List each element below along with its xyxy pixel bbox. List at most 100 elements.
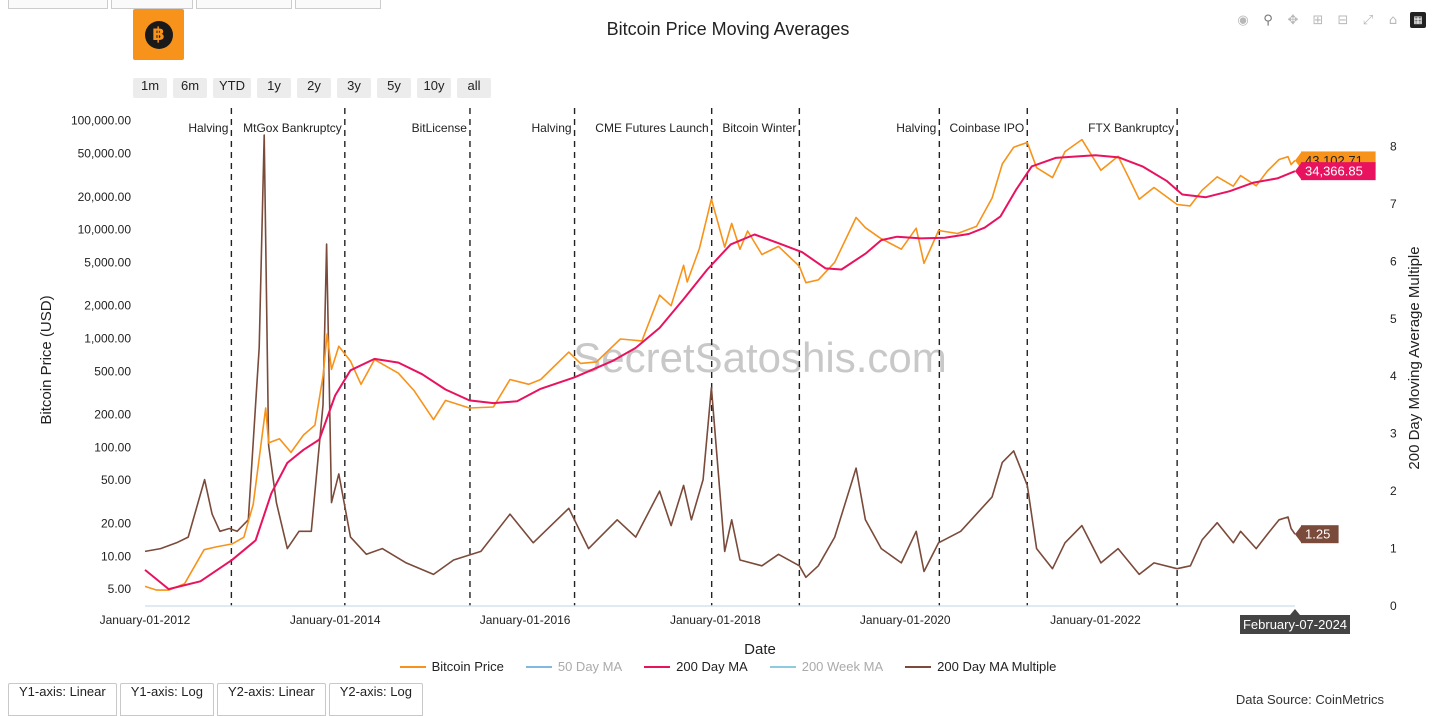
value-label-pointer bbox=[1295, 152, 1301, 169]
top-tab-stub bbox=[196, 0, 292, 9]
value-label-text: 1.25 bbox=[1305, 527, 1330, 542]
autoscale-icon[interactable]: ⤢ bbox=[1362, 12, 1374, 28]
event-label: Coinbase IPO bbox=[950, 121, 1025, 135]
x-tick-label: January-01-2016 bbox=[480, 613, 571, 627]
y1-tick-label: 1,000.00 bbox=[84, 331, 131, 345]
range-button-1m[interactable]: 1m bbox=[133, 78, 167, 98]
legend-label: 200 Day MA Multiple bbox=[937, 659, 1057, 674]
legend-item-50-day-ma[interactable]: 50 Day MA bbox=[525, 659, 623, 674]
pan-icon[interactable]: ✥ bbox=[1287, 12, 1299, 28]
event-label: BitLicense bbox=[412, 121, 468, 135]
range-button-all[interactable]: all bbox=[457, 78, 491, 98]
range-button-1y[interactable]: 1y bbox=[257, 78, 291, 98]
zoom-out-icon[interactable]: ⊟ bbox=[1337, 12, 1349, 28]
range-button-10y[interactable]: 10y bbox=[417, 78, 451, 98]
legend-item-bitcoin-price[interactable]: Bitcoin Price bbox=[399, 659, 504, 674]
modebar: ◉ ⚲ ✥ ⊞ ⊟ ⤢ ⌂ ▦ bbox=[1235, 12, 1426, 28]
range-button-2y[interactable]: 2y bbox=[297, 78, 331, 98]
legend-label: Bitcoin Price bbox=[431, 659, 504, 674]
axis-tab-2[interactable]: Y2-axis: Linear bbox=[216, 683, 326, 716]
bitcoin-face-icon: ฿ bbox=[144, 20, 173, 49]
y2-tick-label: 7 bbox=[1390, 197, 1397, 211]
y1-tick-label: 2,000.00 bbox=[84, 299, 131, 313]
y1-tick-label: 10.00 bbox=[101, 549, 131, 563]
series-lines bbox=[144, 134, 1296, 607]
event-label: FTX Bankruptcy bbox=[1088, 121, 1174, 135]
plotly-logo-icon[interactable]: ▦ bbox=[1410, 12, 1426, 28]
value-label-box bbox=[1301, 525, 1339, 544]
legend-label: 200 Week MA bbox=[801, 659, 884, 674]
axis-tab-1[interactable]: Y1-axis: Log bbox=[119, 683, 214, 716]
legend-swatch bbox=[769, 665, 796, 668]
y1-tick-label: 5,000.00 bbox=[84, 255, 131, 269]
y2-tick-label: 1 bbox=[1390, 542, 1397, 556]
x-tick-label: January-01-2018 bbox=[670, 613, 761, 627]
y1-tick-label: 200.00 bbox=[94, 408, 131, 422]
event-label: CME Futures Launch bbox=[595, 121, 708, 135]
top-tab-stub bbox=[8, 0, 108, 9]
legend-item-200-day-ma[interactable]: 200 Day MA bbox=[644, 659, 748, 674]
value-label-text: 34,366.85 bbox=[1305, 164, 1363, 179]
watermark: SecretSatoshis.com bbox=[573, 334, 947, 381]
data-source-text: Data Source: CoinMetrics bbox=[1235, 692, 1384, 707]
y1-tick-label: 5.00 bbox=[108, 582, 132, 596]
x-tick-label: January-01-2022 bbox=[1050, 613, 1141, 627]
legend-label: 200 Day MA bbox=[676, 659, 748, 674]
range-button-6m[interactable]: 6m bbox=[173, 78, 207, 98]
series-line-200-day-ma-multiple bbox=[144, 134, 1296, 579]
value-label-pointer bbox=[1295, 163, 1301, 180]
range-button-ytd[interactable]: YTD bbox=[213, 78, 251, 98]
y1-tick-label: 50,000.00 bbox=[78, 146, 132, 160]
event-label: Halving bbox=[532, 121, 572, 135]
legend-item-200-day-ma-multiple[interactable]: 200 Day MA Multiple bbox=[905, 659, 1056, 674]
top-tab-stub bbox=[111, 0, 193, 9]
y2-tick-label: 4 bbox=[1390, 369, 1397, 383]
value-label-pointer bbox=[1295, 526, 1301, 543]
axis-tab-3[interactable]: Y2-axis: Log bbox=[328, 683, 423, 716]
chart-title: Bitcoin Price Moving Averages bbox=[606, 19, 850, 39]
y1-tick-label: 100.00 bbox=[94, 440, 131, 454]
y2-axis-title: 200 Day Moving Average Multiple bbox=[1406, 246, 1423, 469]
hover-date-pointer bbox=[1290, 609, 1300, 615]
camera-icon[interactable]: ◉ bbox=[1237, 12, 1249, 28]
zoom-in-icon[interactable]: ⊞ bbox=[1312, 12, 1324, 28]
y1-axis-title: Bitcoin Price (USD) bbox=[38, 295, 55, 424]
legend-item-200-week-ma[interactable]: 200 Week MA bbox=[769, 659, 884, 674]
top-tab-stub bbox=[295, 0, 381, 9]
y2-tick-label: 3 bbox=[1390, 427, 1397, 441]
y2-axis-ticks: 0 1 2 3 4 5 6 7 8 bbox=[1390, 139, 1397, 613]
series-line-bitcoin-price bbox=[144, 138, 1296, 591]
value-label-box bbox=[1301, 162, 1376, 181]
legend: Bitcoin Price 50 Day MA 200 Day MA 200 Week… bbox=[0, 659, 1456, 674]
event-label: Halving bbox=[188, 121, 228, 135]
legend-swatch bbox=[644, 665, 671, 668]
range-button-3y[interactable]: 3y bbox=[337, 78, 371, 98]
range-selector: 1m 6m YTD 1y 2y 3y 5y 10y all bbox=[133, 78, 491, 98]
y2-tick-label: 2 bbox=[1390, 484, 1397, 498]
legend-swatch bbox=[399, 665, 426, 668]
legend-swatch bbox=[905, 665, 932, 668]
y1-tick-label: 500.00 bbox=[94, 364, 131, 378]
legend-label: 50 Day MA bbox=[557, 659, 623, 674]
y1-axis-ticks: 5.00 10.00 20.00 50.00 100.00 200.00 500.00 1,0… bbox=[71, 114, 131, 597]
hover-date-box bbox=[1240, 615, 1350, 634]
y2-tick-label: 8 bbox=[1390, 139, 1397, 153]
y1-tick-label: 20,000.00 bbox=[78, 190, 132, 204]
event-markers: Halving MtGox Bankruptcy BitLicense Halving… bbox=[188, 108, 1178, 606]
y1-tick-label: 100,000.00 bbox=[71, 114, 131, 128]
x-axis-ticks: January-01-2012 January-01-2014 January-01… bbox=[100, 613, 1141, 627]
y2-tick-label: 0 bbox=[1390, 599, 1397, 613]
event-label: Bitcoin Winter bbox=[722, 121, 796, 135]
x-tick-label: January-01-2014 bbox=[290, 613, 381, 627]
axis-tab-0[interactable]: Y1-axis: Linear bbox=[8, 683, 117, 716]
axis-scale-tabs: Y1-axis: Linear Y1-axis: Log Y2-axis: Line… bbox=[8, 683, 423, 716]
series-line-200-day-ma bbox=[144, 154, 1296, 591]
y1-tick-label: 20.00 bbox=[101, 517, 131, 531]
x-axis-title: Date bbox=[744, 641, 776, 658]
reset-axes-icon[interactable]: ⌂ bbox=[1388, 12, 1398, 28]
zoom-icon[interactable]: ⚲ bbox=[1263, 12, 1273, 28]
y1-tick-label: 10,000.00 bbox=[78, 223, 132, 237]
y2-tick-label: 5 bbox=[1390, 312, 1397, 326]
hover-date-label: February-07-2024 bbox=[1243, 617, 1347, 632]
range-button-5y[interactable]: 5y bbox=[377, 78, 411, 98]
